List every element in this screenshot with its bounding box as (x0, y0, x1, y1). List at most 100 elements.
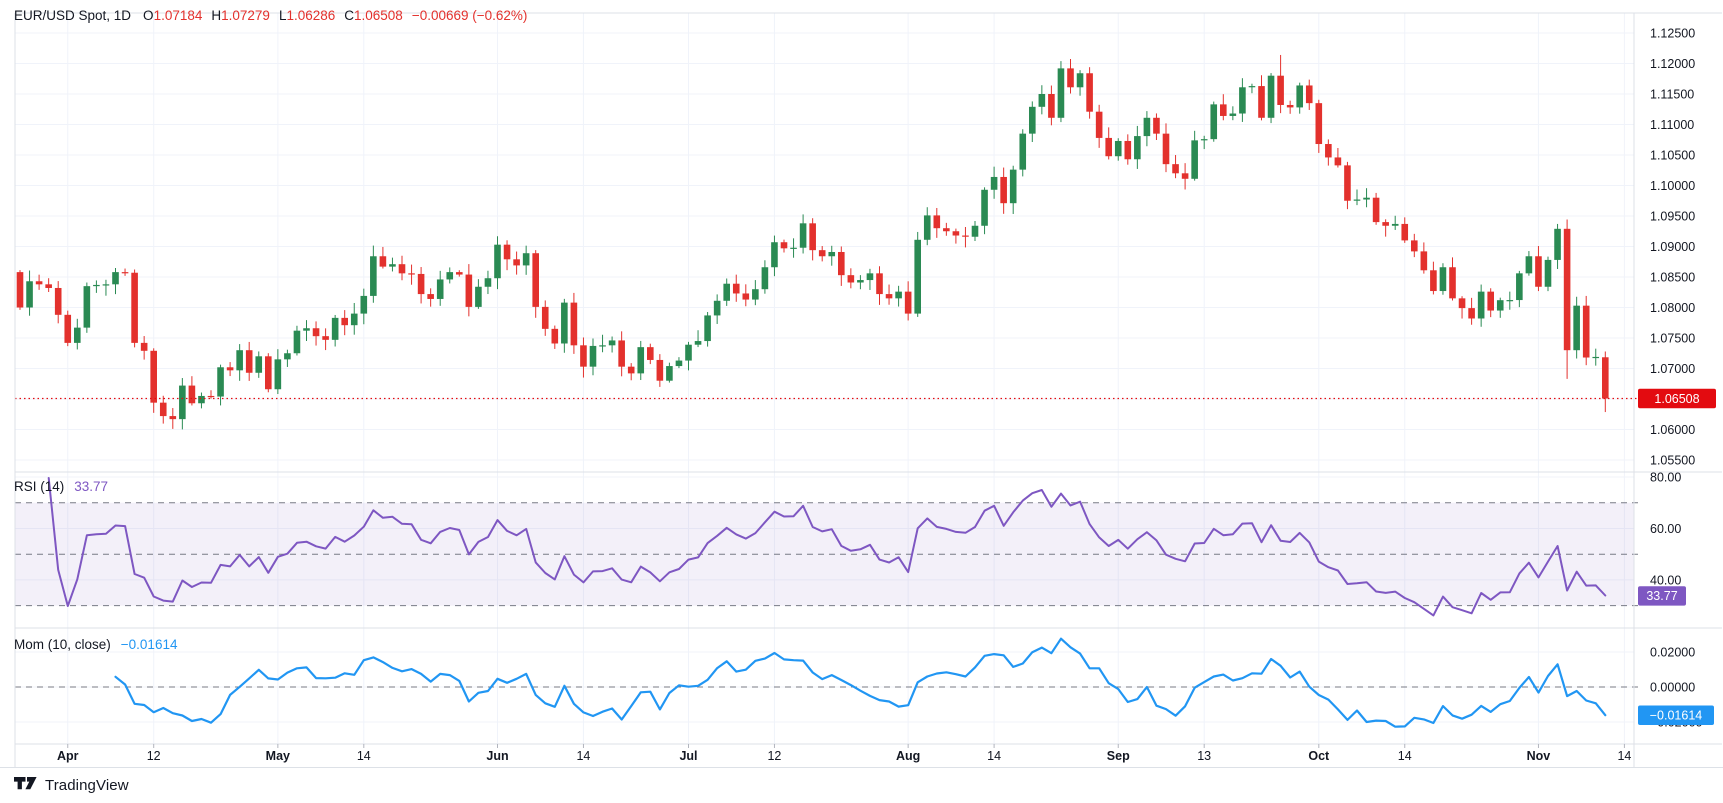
candle-body (971, 225, 979, 237)
candle-body (790, 247, 797, 249)
candle-body (1124, 140, 1132, 160)
price-tick-label: 1.10000 (1650, 179, 1695, 193)
candle-body (599, 345, 606, 347)
candle-body (885, 294, 893, 299)
time-label-month: Jul (679, 749, 697, 763)
candle-body (188, 385, 196, 404)
candle-body (838, 251, 845, 276)
candle-body (331, 317, 339, 340)
candle-body (341, 317, 348, 326)
price-axis[interactable]: 1.12500 1.12000 1.11500 1.11000 1.10500 1.100… (1650, 27, 1703, 730)
symbol-title: EUR/USD Spot, 1D (14, 8, 132, 23)
candle-body (904, 291, 912, 314)
candle-body (379, 256, 387, 267)
price-tick-label: 1.11500 (1650, 88, 1694, 102)
time-label-month: Nov (1527, 749, 1551, 763)
candle-body (580, 345, 587, 367)
candle-body (350, 313, 358, 326)
candle-body (627, 366, 635, 374)
candle-body (943, 228, 950, 232)
candle-body (1430, 270, 1437, 292)
candle-body (952, 231, 960, 236)
candle-body (1258, 86, 1265, 118)
candle-body (1391, 223, 1399, 226)
candle-body (436, 279, 444, 299)
candle-body (26, 281, 33, 308)
candle-body (561, 302, 568, 344)
gridlines (15, 13, 1634, 744)
change-value: −0.00669 (−0.62%) (411, 8, 528, 23)
candle-body (1334, 157, 1342, 166)
candle-body (312, 328, 320, 337)
candle-body (1315, 103, 1323, 145)
last-price-badge-bg (1638, 388, 1716, 409)
candle-body (1114, 140, 1122, 157)
rsi-line (47, 477, 1607, 617)
candle-body (1554, 228, 1561, 260)
candle-body (207, 395, 215, 398)
candle-body (1573, 305, 1580, 351)
time-label-day: 14 (357, 749, 371, 763)
candle-body (1525, 256, 1533, 274)
candle-body (1563, 228, 1571, 351)
time-axis[interactable]: Apr 12 May 14 Jun 14 Jul 12 Aug 14 Sep 13 Oct 14 Nov 14 (57, 744, 1631, 763)
candle-body (16, 272, 24, 308)
candle-body (35, 281, 43, 285)
candle-body (713, 300, 721, 316)
time-label-day: 12 (767, 749, 781, 763)
candle-body (427, 294, 434, 299)
candle-body (1544, 259, 1552, 287)
candle-body (1220, 104, 1227, 116)
mom-value-badge: −0.01614 (1638, 705, 1714, 725)
time-label-month: Oct (1308, 749, 1330, 763)
candle-body (656, 359, 664, 381)
candle-body (771, 242, 778, 268)
candle-body (1382, 222, 1389, 226)
candle-body (1191, 140, 1198, 179)
rsi-value-badge-text: 33.77 (1646, 589, 1677, 603)
candle-body (799, 223, 807, 248)
candle-body (226, 367, 234, 371)
candle-body (245, 350, 253, 373)
candle-body (74, 327, 81, 343)
candle-body (1305, 85, 1313, 104)
candle-body (1029, 106, 1036, 134)
time-label-day: 12 (147, 749, 161, 763)
candle-body (1239, 87, 1246, 114)
candle-body (1105, 137, 1112, 157)
rsi-indicator-value: 33.77 (74, 479, 109, 494)
candle-body (1076, 73, 1084, 88)
mom-value-badge-bg (1638, 705, 1714, 725)
candle-body (1458, 298, 1466, 309)
time-label-month: Apr (57, 749, 79, 763)
candle-body (1000, 176, 1007, 204)
candle-body (45, 284, 52, 288)
rsi-tick-label: 80.00 (1650, 471, 1681, 485)
footer: TradingView (0, 768, 1723, 803)
candle-body (513, 259, 520, 266)
candle-body (1143, 117, 1151, 137)
candle-body (1477, 291, 1485, 319)
mom-legend: Mom (10, close) −0.01614 (14, 637, 177, 652)
rsi-value-badge: 33.77 (1638, 586, 1686, 606)
candle-body (503, 244, 511, 260)
candle-body (1325, 144, 1332, 158)
candle-body (1229, 113, 1237, 116)
candle-body (1286, 104, 1294, 108)
price-tick-label: 1.07500 (1650, 332, 1695, 346)
ohlc-low: L1.06286 (278, 8, 336, 23)
chart-canvas[interactable]: 1.12500 1.12000 1.11500 1.11000 1.10500 1.100… (0, 0, 1723, 768)
candle-body (1592, 356, 1600, 359)
mom-tick-label: 0.00000 (1650, 681, 1695, 695)
candle-body (1200, 139, 1208, 141)
candle-body (293, 330, 301, 354)
candle-body (923, 215, 931, 240)
mom-indicator-name: Mom (10, close) (14, 637, 111, 652)
candle-body (742, 293, 750, 300)
time-label-month: May (266, 749, 290, 763)
candle-body (1172, 164, 1179, 174)
last-price-badge: 1.06508 (1638, 388, 1716, 409)
time-label-day: 14 (1398, 749, 1412, 763)
candle-body (570, 302, 578, 346)
